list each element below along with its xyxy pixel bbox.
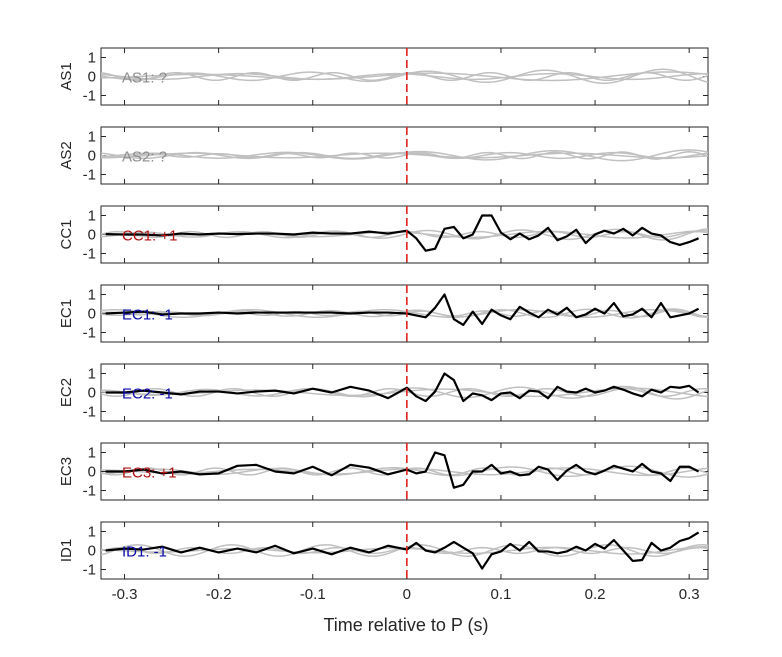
y-tick-label: -1 [83, 246, 96, 263]
y-tick-label: -1 [83, 562, 96, 579]
background-trace [101, 71, 708, 82]
polarity-label: CC1: +1 [122, 228, 177, 245]
y-tick-label: 0 [88, 227, 96, 244]
panel-ylabel: EC3 [58, 457, 75, 486]
polarity-label: EC3: +1 [122, 465, 177, 482]
panels: -1 0 1 AS1 AS1: ? -1 0 1 AS2 AS2: ? -1 0 1 CC1 CC1: +1… [58, 47, 709, 603]
y-tick-label: -1 [83, 88, 96, 105]
background-trace [101, 149, 708, 162]
panel-as2: -1 0 1 AS2 AS2: ? [58, 126, 709, 185]
polarity-label: EC2: -1 [122, 386, 173, 403]
y-tick-label: 1 [88, 50, 96, 67]
y-tick-label: -1 [83, 325, 96, 342]
x-tick-label: 0.3 [679, 586, 700, 603]
panel-ylabel: CC1 [58, 219, 75, 249]
panel-ylabel: EC1 [58, 299, 75, 328]
y-tick-label: 0 [88, 464, 96, 481]
panel-cc1: -1 0 1 CC1 CC1: +1 [58, 205, 709, 264]
panel-ylabel: ID1 [58, 539, 75, 562]
y-tick-label: 1 [88, 287, 96, 304]
main-trace [105, 372, 700, 403]
panel-data [101, 68, 708, 85]
y-tick-label: 0 [88, 543, 96, 560]
polarity-label: AS1: ? [122, 70, 167, 87]
panel-ec3: -1 0 1 EC3 EC3: +1 [58, 442, 709, 501]
y-tick-label: -1 [83, 167, 96, 184]
panel-ylabel: EC2 [58, 378, 75, 407]
y-tick-label: 0 [88, 69, 96, 86]
polarity-label: ID1: -1 [122, 544, 167, 561]
y-tick-label: -1 [83, 483, 96, 500]
main-trace [105, 293, 700, 326]
panel-data [101, 531, 708, 570]
x-tick-label: 0.1 [491, 586, 512, 603]
main-trace [105, 451, 700, 489]
panel-ec1: -1 0 1 EC1 EC1: -1 [58, 284, 709, 343]
panel-data [101, 149, 708, 162]
polarity-label: AS2: ? [122, 149, 167, 166]
panel-data [101, 293, 708, 326]
y-tick-label: -1 [83, 404, 96, 421]
panel-data [101, 372, 708, 403]
panel-data [101, 214, 708, 252]
main-trace [105, 531, 700, 570]
x-tick-label: 0 [403, 586, 411, 603]
x-axis-label: Time relative to P (s) [323, 615, 488, 635]
x-tick-label: -0.3 [112, 586, 138, 603]
panel-ec2: -1 0 1 EC2 EC2: -1 [58, 363, 709, 422]
x-tick-label: -0.1 [300, 586, 326, 603]
background-trace [101, 467, 708, 477]
y-tick-label: 1 [88, 208, 96, 225]
y-tick-label: 1 [88, 366, 96, 383]
panel-as1: -1 0 1 AS1 AS1: ? [58, 47, 709, 106]
panel-id1: -1 0 1 ID1 ID1: -1 -0.3 -0.2 -0.1 0 0.1 0.2 0.3 [58, 521, 709, 603]
panel-frame [100, 47, 709, 106]
y-tick-label: 1 [88, 445, 96, 462]
background-trace [101, 152, 708, 159]
x-tick-label: 0.2 [585, 586, 606, 603]
y-tick-label: 1 [88, 524, 96, 541]
panel-ylabel: AS1 [58, 62, 75, 90]
y-tick-label: 0 [88, 148, 96, 165]
polarity-label: EC1: -1 [122, 307, 173, 324]
background-trace [101, 308, 708, 319]
panel-data [101, 451, 708, 489]
y-tick-label: 0 [88, 385, 96, 402]
y-tick-label: 1 [88, 129, 96, 146]
main-trace [105, 214, 700, 252]
y-tick-label: 0 [88, 306, 96, 323]
panel-ylabel: AS2 [58, 141, 75, 169]
x-tick-label: -0.2 [206, 586, 232, 603]
